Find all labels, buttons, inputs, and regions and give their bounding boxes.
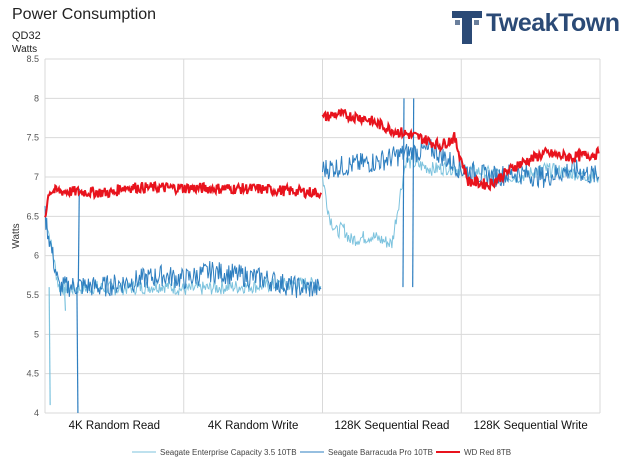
series-line	[322, 139, 600, 189]
series-spike	[48, 287, 51, 406]
y-tick-label: 5	[34, 329, 39, 339]
y-tick-label: 8	[34, 93, 39, 103]
brand-name: TweakTown	[486, 9, 620, 37]
series-spike	[76, 287, 79, 414]
brand-mark-icon	[452, 11, 482, 44]
series-line	[321, 107, 600, 192]
series-line	[44, 212, 322, 296]
y-tick-label: 5.5	[26, 290, 39, 300]
brand-logo: TweakTown	[450, 8, 620, 48]
y-tick-label: 7.5	[26, 133, 39, 143]
y-tick-label: 4	[34, 408, 39, 418]
legend-label: Seagate Barracuda Pro 10TB	[328, 448, 433, 457]
series-line	[44, 181, 323, 218]
x-category-label: 128K Sequential Read	[334, 420, 449, 432]
y-tick-label: 4.5	[26, 369, 39, 379]
series-spike	[77, 188, 80, 288]
legend-label: WD Red 8TB	[464, 448, 511, 457]
y-tick-label: 7	[34, 172, 39, 182]
chart-title: Power Consumption	[12, 6, 157, 23]
unit-label: Watts	[12, 44, 38, 55]
series-spike	[402, 98, 405, 288]
chart-subtitle: QD32	[12, 30, 41, 42]
y-tick-label: 6.5	[26, 211, 39, 221]
series-spike	[63, 287, 67, 311]
series-line	[44, 205, 322, 298]
x-category-label: 4K Random Write	[208, 420, 299, 432]
y-tick-label: 6	[34, 251, 39, 261]
series-spike	[412, 98, 415, 288]
y-tick-label: 8.5	[26, 54, 39, 64]
x-category-label: 4K Random Read	[69, 420, 160, 432]
x-category-label: 128K Sequential Write	[474, 420, 588, 432]
legend-label: Seagate Enterprise Capacity 3.5 10TB	[160, 448, 297, 457]
y-axis-title: Watts	[11, 223, 22, 248]
